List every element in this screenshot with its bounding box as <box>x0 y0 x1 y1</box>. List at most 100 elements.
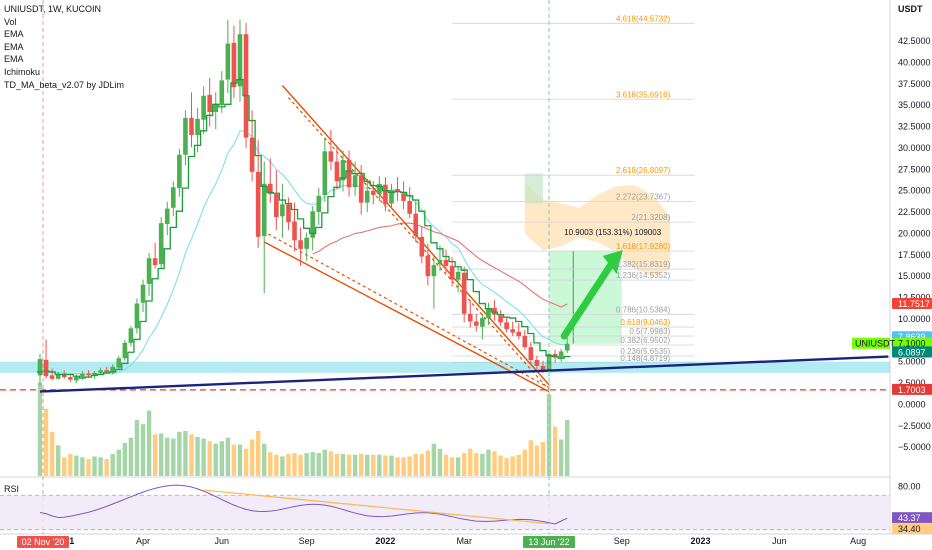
rsi-level-tag-bg <box>892 522 932 534</box>
measure-label: 10.9003 (153.31%) 109003 <box>564 228 662 237</box>
candle-body <box>516 331 522 337</box>
price-axis-label: 30.0000 <box>898 143 931 153</box>
candle-body <box>310 211 315 238</box>
candle-body <box>49 375 55 379</box>
volume-bar <box>455 457 461 476</box>
rsi-pane-label[interactable]: RSI <box>4 484 20 494</box>
candle-body <box>104 370 109 372</box>
main-plot <box>0 19 890 476</box>
legend-indicator-ichimoku[interactable]: Ichimoku <box>4 66 41 77</box>
time-marker-tag-bg-1 <box>523 536 576 548</box>
volume-bar <box>383 455 388 476</box>
candle-body <box>383 184 388 205</box>
candle-body <box>43 359 49 377</box>
legend-indicator-ema-1[interactable]: EMA <box>4 29 24 40</box>
price-axis-label: 15.0000 <box>898 271 931 281</box>
volume-bar <box>104 459 109 476</box>
fib-level-label-9: 0.618(9.0463) <box>620 318 670 327</box>
volume-bar <box>80 457 85 476</box>
candle-body <box>431 265 437 277</box>
candle-body <box>558 351 564 358</box>
price-axis-label: 10.0000 <box>898 314 931 324</box>
price-axis-label: 12.5000 <box>898 293 931 303</box>
volume-bar <box>552 426 558 476</box>
legend-title[interactable]: UNIUSDT, 1W, KUCOIN <box>4 4 102 14</box>
legend-indicator-volume[interactable]: Vol <box>4 16 17 27</box>
volume-bar <box>340 453 346 476</box>
volume-bar <box>377 454 382 476</box>
candle-body <box>146 258 152 284</box>
volume-bar <box>128 437 134 476</box>
volume-bar <box>146 410 152 476</box>
time-axis-label-4: Sep <box>299 536 315 546</box>
price-axis-label: 17.5000 <box>898 250 931 260</box>
volume-bar <box>189 434 194 476</box>
candle-body <box>443 259 449 266</box>
volume-bar <box>237 444 243 476</box>
fib-level-label-11: 0.382(6.9502) <box>620 336 670 345</box>
volume-bar <box>298 454 303 476</box>
volume-bar <box>492 451 497 476</box>
volume-bar <box>152 434 158 476</box>
volume-bar <box>504 458 509 476</box>
price-tag-label-4: 1.7003 <box>898 385 926 395</box>
candle-body <box>152 258 158 266</box>
chart-legend: UNIUSDT, 1W, KUCOIN Vol EMA EMA EMA Ichi… <box>4 3 124 91</box>
candle-body <box>352 175 358 188</box>
volume-bar <box>286 453 291 476</box>
legend-indicator-ema-3[interactable]: EMA <box>4 54 24 65</box>
volume-bar <box>425 450 431 476</box>
volume-bar <box>522 449 527 476</box>
volume-bar <box>371 454 376 476</box>
volume-bar <box>201 438 206 476</box>
candle-body <box>316 195 322 213</box>
volume-bar <box>498 455 503 476</box>
legend-indicator-td-ma[interactable]: TD_MA_beta_v2.07 by JDLim <box>4 79 125 90</box>
volume-bar <box>419 453 424 476</box>
volume-bar <box>395 457 400 476</box>
candle-body <box>274 194 279 218</box>
volume-bar <box>365 454 370 476</box>
candle-body <box>61 373 67 378</box>
volume-bar <box>86 459 91 476</box>
rsi-level-tag: 34.40 <box>898 524 921 534</box>
fib-level-label-2: 2.618(26.8097) <box>616 166 671 175</box>
fib-level-label-13: 0.148(4.8719) <box>620 354 670 363</box>
candle-body <box>298 240 303 249</box>
price-axis-label: 5.0000 <box>898 357 926 367</box>
candle-body <box>407 200 412 214</box>
fib-level-label-1: 3.618(35.6916) <box>616 90 671 99</box>
candle-body <box>261 183 267 236</box>
candle-body <box>449 265 455 280</box>
legend-indicator-ema-2[interactable]: EMA <box>4 41 24 52</box>
candle-body <box>480 318 485 327</box>
price-tag-bg-3 <box>892 346 932 358</box>
volume-bar <box>437 448 443 476</box>
volume-bar <box>110 453 115 476</box>
price-axis-label: −2.5000 <box>898 421 931 431</box>
candle-body <box>492 307 497 315</box>
volume-bar <box>558 439 564 476</box>
price-axis-label: 20.0000 <box>898 228 931 238</box>
candle-body <box>140 284 146 303</box>
price-axis-label: 22.5000 <box>898 207 931 217</box>
candle-body <box>231 42 237 88</box>
rsi-value-tag-bg <box>892 512 932 524</box>
rsi-trend-line <box>203 489 550 525</box>
volume-bar <box>225 437 231 476</box>
price-axis-label: 37.5000 <box>898 79 931 89</box>
volume-bar <box>528 440 534 476</box>
volume-bar <box>274 454 279 476</box>
candle-body <box>401 193 406 201</box>
candle-body <box>249 137 255 172</box>
price-axis-label: 32.5000 <box>898 122 931 132</box>
price-tag-bg-0 <box>892 297 932 309</box>
volume-bar <box>165 437 170 476</box>
volume-bar <box>352 454 358 476</box>
volume-bar <box>462 453 467 476</box>
trend-line-lower <box>263 241 550 393</box>
price-axis-label: 42.5000 <box>898 36 931 46</box>
time-axis-label-3: Jun <box>215 536 230 546</box>
